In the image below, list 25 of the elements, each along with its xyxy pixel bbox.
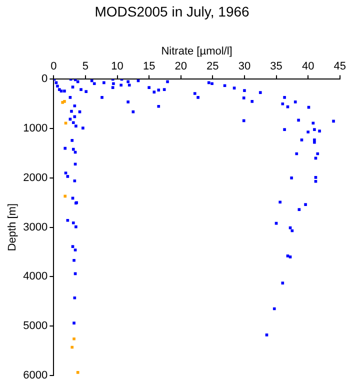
x-tick-label: 5 <box>82 60 89 73</box>
point <box>64 194 67 198</box>
x-tick-label: 15 <box>142 60 156 73</box>
y-tick-label: 4000 <box>23 270 48 283</box>
x-tick-label: 30 <box>238 60 251 73</box>
x-tick-label: 40 <box>302 60 314 73</box>
point <box>64 122 68 125</box>
y-tick-label: 6000 <box>23 369 48 382</box>
x-tick-label: 45 <box>334 60 346 73</box>
y-tick-label: 5000 <box>23 320 48 332</box>
point <box>70 346 74 349</box>
x-tick-label: 10 <box>111 60 124 73</box>
x-tick-label: 35 <box>270 60 282 73</box>
x-tick-label: 0 <box>50 60 57 73</box>
y-tick-label: 3000 <box>23 221 48 234</box>
y-tick-label: 0 <box>42 73 48 86</box>
y-axis-title: Depth [m] <box>6 203 19 252</box>
y-tick-label: 1000 <box>23 122 48 135</box>
x-tick-label: 20 <box>174 60 187 73</box>
x-axis-title: Nitrate [µmol/l] <box>161 45 232 58</box>
x-tick-label: 25 <box>206 60 219 73</box>
y-tick-label: 2000 <box>23 172 48 184</box>
chart-title: MODS2005 in July, 1966 <box>94 3 250 20</box>
point <box>76 371 80 374</box>
point <box>72 337 76 340</box>
